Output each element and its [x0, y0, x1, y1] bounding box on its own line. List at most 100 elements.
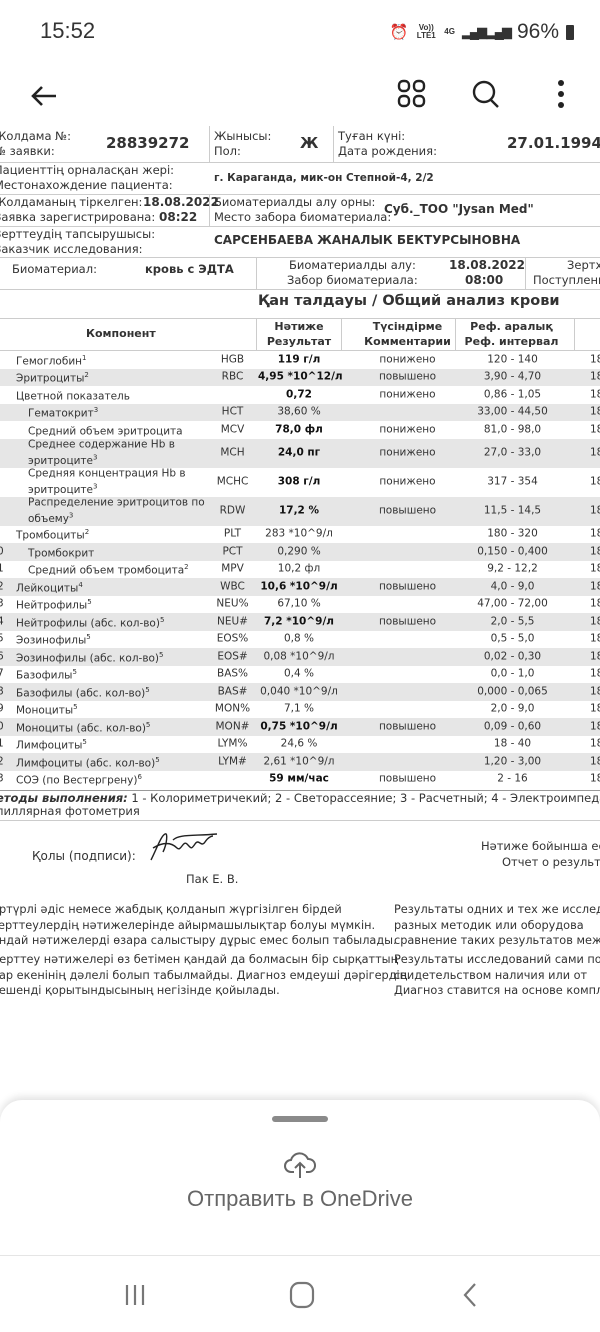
row-result: 0,040 *10^9/л	[260, 685, 338, 698]
table-row: 1 Лимфоциты5 LYM% 24,6 % 18 - 40 18	[0, 736, 600, 754]
row-result: 38,60 %	[277, 405, 321, 418]
row-reference: 0,0 - 1,0	[490, 667, 535, 680]
table-row: Гематокрит3 HCT 38,60 % 33,00 - 44,50 18	[0, 403, 600, 421]
row-date: 18	[590, 667, 600, 680]
cloud-upload-icon[interactable]	[282, 1148, 318, 1182]
grid-icon[interactable]	[394, 76, 430, 112]
row-result: 0,290 %	[277, 545, 321, 558]
row-comment: понижено	[379, 423, 436, 436]
row-comment: повышено	[378, 720, 437, 733]
sex-label-ru: Пол:	[214, 144, 241, 158]
collect-place-label-kz: Биоматериалды алу орны:	[214, 195, 376, 209]
dob-value: 27.01.1994	[507, 134, 600, 152]
disclaimer-line: әртүрлі әдіс немесе жабдық қолданып жүрг…	[0, 903, 342, 916]
row-comment: повышено	[378, 772, 437, 785]
customer-value: САРСЕНБАЕВА ЖАНАЛЫК БЕКТУРСЫНОВНА	[214, 233, 521, 247]
row-result: 283 *10^9/л	[265, 527, 333, 540]
row-reference: 0,000 - 0,065	[477, 685, 548, 698]
method-footnote: 1	[82, 353, 87, 362]
biomaterial-value: кровь с ЭДТА	[145, 262, 234, 276]
row-result: 7,1 %	[283, 702, 314, 715]
disclaimer-line: разных методик или оборудова	[394, 918, 584, 932]
signature-label: Қолы (подписи):	[32, 849, 136, 863]
row-comment: понижено	[379, 446, 436, 459]
row-date: 18	[590, 446, 600, 459]
row-number: 1	[0, 562, 4, 575]
location-label-ru: Местонахождение пациента:	[0, 178, 173, 192]
collect-date: 18.08.2022	[449, 258, 525, 272]
row-code: EOS#	[217, 650, 248, 663]
method-footnote: 3	[93, 406, 99, 414]
row-number: 1	[0, 737, 4, 750]
method-footnote: 5	[87, 598, 92, 606]
signal-icon: ▂▄▆ ▂▄▆	[461, 24, 512, 39]
row-name: Гематокрит3	[28, 404, 98, 421]
row-reference: 0,150 - 0,400	[477, 545, 548, 558]
row-date: 18	[590, 685, 600, 698]
row-result: 10,6 *10^9/л	[260, 580, 338, 593]
row-name-line1: Среднее содержание Hb в	[28, 438, 175, 451]
row-date: 18	[590, 504, 600, 517]
recents-icon[interactable]	[115, 1280, 155, 1310]
row-result: 308 г/л	[277, 475, 321, 488]
search-icon[interactable]	[468, 76, 504, 112]
row-name-line1: Эозинофилы	[16, 634, 87, 647]
row-name-line1: Моноциты (абс. кол-во)	[16, 722, 146, 734]
row-name: Среднее содержание Hb в эритроците3	[28, 438, 175, 468]
row-number: 2	[0, 580, 4, 593]
order-number: 28839272	[106, 134, 190, 152]
method-footnote: 3	[93, 482, 98, 491]
row-name: Базофилы (абс. кол-во)5	[16, 684, 150, 701]
row-number: 4	[0, 615, 4, 628]
row-reference: 9,2 - 12,2	[487, 562, 538, 575]
row-name-line1: Нейтрофилы (абс. кол-во)	[16, 617, 160, 629]
send-to-onedrive-button[interactable]: Отправить в OneDrive	[187, 1186, 413, 1211]
back-icon[interactable]	[26, 78, 62, 114]
row-name-line1: СОЭ (по Вестергрену)	[16, 774, 138, 787]
status-icons: ⏰ Vo)) LTE1 4G ▂▄▆ ▂▄▆ 96%	[390, 20, 574, 44]
nav-back-icon[interactable]	[452, 1280, 488, 1310]
method-footnote: 2	[184, 563, 189, 571]
row-number: 2	[0, 755, 4, 768]
row-reference: 11,5 - 14,5	[483, 504, 542, 517]
row-date: 18	[590, 702, 600, 715]
row-result: 24,6 %	[280, 737, 318, 750]
row-comment: повышено	[378, 615, 437, 628]
row-name: Тромбоциты2	[16, 526, 89, 543]
document-view[interactable]: Жолдама №: № заявки: 28839272 Жынысы: По…	[0, 126, 600, 1100]
table-row: 8 Базофилы (абс. кол-во)5 BAS# 0,040 *10^9/…	[0, 683, 600, 701]
row-name-line1: Базофилы (абс. кол-во)	[16, 687, 146, 699]
row-number: 0	[0, 720, 4, 733]
received-label-ru: Поступлени	[533, 273, 600, 287]
disclaimer-line: Результаты одних и тех же исследов	[394, 903, 600, 916]
row-date: 18	[590, 370, 600, 383]
received-label-kz: Зертха	[567, 258, 600, 272]
col-component: Компонент	[86, 327, 156, 340]
row-name: Эозинофилы5	[16, 631, 91, 648]
more-icon[interactable]	[546, 76, 576, 112]
methods-text: етоды выполнения: 1 - Колориметричекий; …	[0, 791, 600, 806]
status-bar: 15:52 ⏰ Vo)) LTE1 4G ▂▄▆ ▂▄▆ 96%	[0, 0, 600, 66]
home-icon[interactable]	[282, 1278, 322, 1312]
row-name: Средний объем тромбоцита2	[28, 561, 189, 578]
table-row: 9 Моноциты5 MON% 7,1 % 2,0 - 9,0 18	[0, 701, 600, 719]
collect-time: 08:00	[465, 273, 504, 287]
collect-label-kz: Биоматериалды алу:	[289, 258, 416, 272]
row-result: 0,8 %	[283, 632, 314, 645]
row-date: 18	[590, 737, 600, 750]
table-row: 6 Эозинофилы (абс. кол-во)5 EOS# 0,08 *10^9…	[0, 648, 600, 666]
col-comment-ru: Комментарии	[364, 335, 451, 348]
row-date: 18	[590, 772, 600, 785]
row-code: MPV	[221, 562, 244, 575]
method-footnote: 4	[78, 580, 83, 589]
row-name: Базофилы5	[16, 666, 77, 683]
row-reference: 4,0 - 9,0	[490, 580, 535, 593]
drag-handle[interactable]	[272, 1116, 328, 1122]
method-footnote: 5	[86, 633, 91, 641]
row-number: 3	[0, 597, 4, 610]
row-code: NEU#	[217, 615, 248, 628]
row-code: MON#	[215, 720, 250, 733]
row-name: Нейтрофилы (абс. кол-во)5	[16, 614, 164, 631]
disclaimer-line: ондай нәтижелерді өзара салыстыру дұрыс …	[0, 934, 397, 947]
row-result: 0,08 *10^9/л	[263, 650, 335, 663]
